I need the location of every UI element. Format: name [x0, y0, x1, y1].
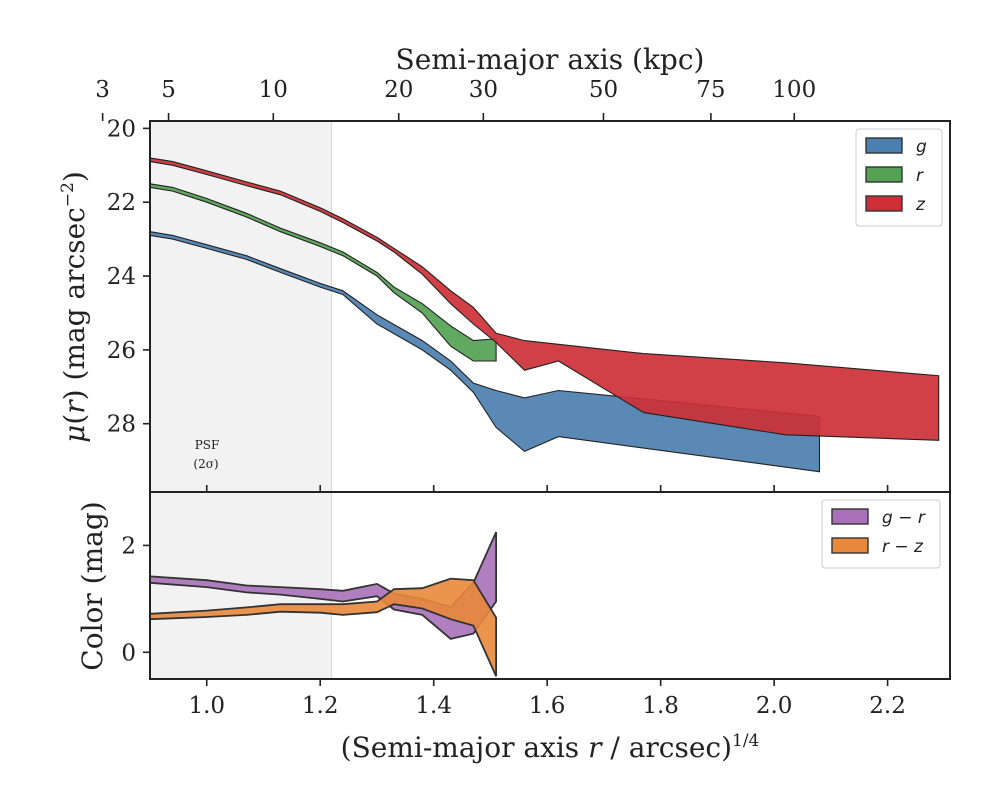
legend-swatch-r [865, 166, 903, 183]
legend-swatch-g-minus-r [831, 508, 869, 525]
legend-swatch-r-minus-z [831, 537, 869, 554]
x-axis-title: (Semi-major axis r / arcsec)1/4 [341, 731, 760, 764]
kpc-tick-label: 20 [384, 77, 413, 103]
legend-label-r-minus-z: r − z [882, 537, 924, 557]
psf-shade-top [150, 121, 332, 492]
axis-ticks: 1.0 1.2 1.4 1.6 1.8 2.0 2.2 20 22 24 26 28 0 2 3 5 10 20 3… [95, 77, 906, 719]
legend-label-r: r [916, 166, 924, 186]
x-tick-label: 1.4 [415, 693, 452, 719]
kpc-tick-label: 30 [469, 77, 498, 103]
legend-swatch-z [865, 195, 903, 212]
x-tick-label: 2.2 [869, 693, 906, 719]
x-tick-label: 1.8 [642, 693, 679, 719]
kpc-tick-label: 5 [161, 77, 176, 103]
x-tick-label: 2.0 [756, 693, 793, 719]
top-axis-title: Semi-major axis (kpc) [396, 43, 705, 76]
kpc-tick-label: 50 [589, 77, 618, 103]
psf-sigma-label: (2σ) [193, 457, 218, 471]
kpc-tick-label: 10 [259, 77, 288, 103]
y-axis-title-bottom: Color (mag) [76, 501, 109, 670]
legend-label-g-minus-r: g − r [882, 508, 926, 528]
legend-swatch-g [865, 137, 903, 154]
psf-label: PSF [195, 438, 220, 452]
y-tick-label-top: 24 [107, 264, 136, 290]
x-tick-label: 1.2 [302, 693, 339, 719]
legend-color: g − r r − z [821, 499, 941, 569]
band-g-minus-r [150, 531, 497, 640]
band-z [150, 157, 940, 441]
legend-label-z: z [915, 195, 926, 215]
bottom-panel-frame [149, 491, 951, 680]
band-r-minus-z [150, 577, 497, 677]
y-tick-label-top: 28 [107, 412, 136, 438]
kpc-tick-label: 100 [772, 77, 816, 103]
kpc-tick-label: 75 [696, 77, 725, 103]
legend-surface-brightness: grz [855, 128, 943, 227]
x-tick-label: 1.0 [188, 693, 225, 719]
y-tick-label-top: 26 [107, 338, 136, 364]
y-axis-title-top: μ(r) (mag arcsec−2) [58, 171, 91, 443]
y-tick-label-bottom: 0 [121, 640, 136, 666]
band-r [150, 183, 497, 362]
y-tick-label-top: 22 [107, 190, 136, 216]
legend-label-g: g [916, 137, 927, 157]
surface-brightness-bands [150, 157, 940, 473]
y-tick-label-top: 20 [107, 116, 136, 142]
x-tick-label: 1.6 [529, 693, 566, 719]
color-bands [150, 531, 497, 677]
kpc-tick-label: 3 [95, 77, 110, 103]
y-tick-label-bottom: 2 [121, 533, 136, 559]
